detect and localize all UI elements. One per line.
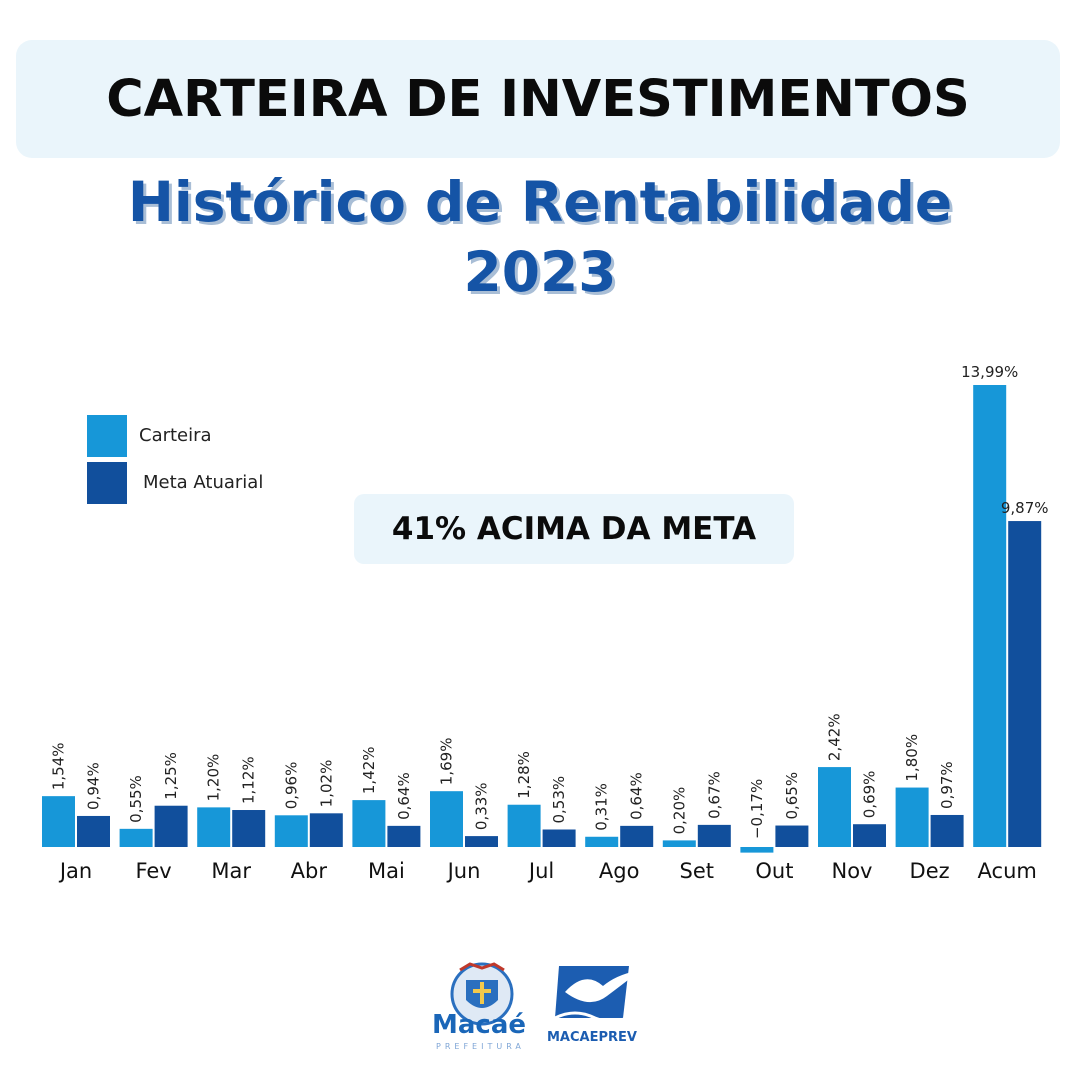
data-label-carteira-out: −0,17% [748, 779, 766, 839]
macae-crest-icon [450, 962, 514, 1026]
data-label-meta-mai: 0,64% [395, 772, 413, 820]
x-tick-label-fev: Fev [135, 859, 171, 883]
bar-meta-nov [853, 824, 886, 847]
bar-carteira-abr [274, 815, 308, 847]
x-tick-label-abr: Abr [291, 859, 328, 883]
x-tick-label-acum: Acum [978, 859, 1037, 883]
highlight-callout: 41% ACIMA DA META [354, 494, 794, 564]
data-label-meta-abr: 1,02% [317, 760, 335, 808]
bar-carteira-ago [585, 836, 619, 847]
macaeprev-logo: MACAEPREV [545, 962, 655, 1057]
bar-carteira-nov [818, 767, 851, 847]
data-label-carteira-jan: 1,54% [50, 742, 68, 790]
bar-meta-mai [387, 825, 421, 847]
bar-meta-abr [309, 813, 343, 847]
data-label-carteira-jun: 1,69% [438, 738, 456, 786]
data-label-meta-set: 0,67% [705, 771, 723, 819]
bar-carteira-jan [42, 796, 75, 847]
bar-meta-out [775, 825, 809, 847]
data-label-meta-jul: 0,53% [550, 776, 568, 824]
bar-meta-mar [232, 810, 266, 847]
data-label-carteira-ago: 0,31% [593, 783, 611, 831]
data-label-meta-jun: 0,33% [473, 782, 491, 830]
bar-carteira-jul [507, 804, 541, 847]
bar-carteira-mai [352, 800, 386, 847]
data-label-meta-jan: 0,94% [85, 762, 103, 810]
data-label-meta-out: 0,65% [783, 772, 801, 820]
macaeprev-emblem-icon [554, 966, 641, 1023]
bar-carteira-acum [973, 385, 1007, 847]
bar-carteira-set [662, 840, 696, 847]
x-tick-label-set: Set [680, 859, 714, 883]
bar-meta-fev [154, 805, 188, 847]
x-tick-label-nov: Nov [832, 859, 873, 883]
x-tick-label-jun: Jun [446, 859, 481, 883]
data-label-carteira-acum: 13,99% [961, 363, 1018, 381]
data-label-meta-ago: 0,64% [628, 772, 646, 820]
data-label-meta-mar: 1,12% [240, 756, 258, 804]
macaeprev-logo-name: MACAEPREV [547, 1030, 637, 1045]
bar-meta-jan [77, 815, 110, 847]
data-label-meta-dez: 0,97% [938, 761, 956, 809]
bar-carteira-out [740, 847, 774, 853]
x-tick-label-mai: Mai [368, 859, 405, 883]
data-label-meta-fev: 1,25% [162, 752, 180, 800]
data-label-carteira-mai: 1,42% [360, 746, 378, 794]
bar-meta-jun [465, 836, 498, 847]
bar-carteira-dez [895, 787, 929, 847]
x-tick-label-out: Out [755, 859, 793, 883]
subtitle-line-1: Histórico de Rentabilidade [127, 170, 953, 234]
legend-swatch-carteira [87, 415, 127, 457]
bar-carteira-fev [119, 828, 153, 847]
x-tick-label-jul: Jul [527, 859, 554, 883]
bar-meta-set [697, 824, 731, 847]
x-tick-label-ago: Ago [599, 859, 640, 883]
bar-carteira-jun [430, 791, 463, 847]
x-tick-label-dez: Dez [910, 859, 950, 883]
title-banner: CARTEIRA DE INVESTIMENTOS [16, 40, 1060, 158]
macae-logo-sub: PREFEITURA [436, 1042, 525, 1051]
data-label-carteira-jul: 1,28% [515, 751, 533, 799]
legend-swatch-meta [87, 462, 127, 504]
macae-logo-name: Macaé [432, 1010, 527, 1040]
data-label-carteira-nov: 2,42% [826, 713, 844, 761]
data-label-carteira-mar: 1,20% [205, 754, 223, 802]
data-label-carteira-set: 0,20% [670, 787, 688, 835]
legend-label-carteira: Carteira [139, 425, 212, 446]
bar-meta-acum [1008, 521, 1042, 847]
highlight-callout-text: 41% ACIMA DA META [391, 511, 757, 547]
bar-meta-jul [542, 829, 576, 847]
bar-meta-dez [930, 814, 964, 847]
x-tick-label-jan: Jan [58, 859, 92, 883]
bar-carteira-mar [197, 807, 231, 847]
data-label-carteira-fev: 0,55% [127, 775, 145, 823]
subtitle-line-2: 2023 [463, 240, 617, 304]
legend-label-meta: Meta Atuarial [143, 472, 264, 493]
bar-meta-ago [620, 825, 654, 847]
macae-logo: Macaé PREFEITURA [430, 960, 540, 1060]
x-tick-label-mar: Mar [211, 859, 251, 883]
data-label-carteira-abr: 0,96% [282, 762, 300, 810]
page-title: CARTEIRA DE INVESTIMENTOS [106, 69, 970, 129]
data-label-meta-acum: 9,87% [1001, 499, 1049, 517]
data-label-carteira-dez: 1,80% [903, 734, 921, 782]
data-label-meta-nov: 0,69% [861, 771, 879, 819]
